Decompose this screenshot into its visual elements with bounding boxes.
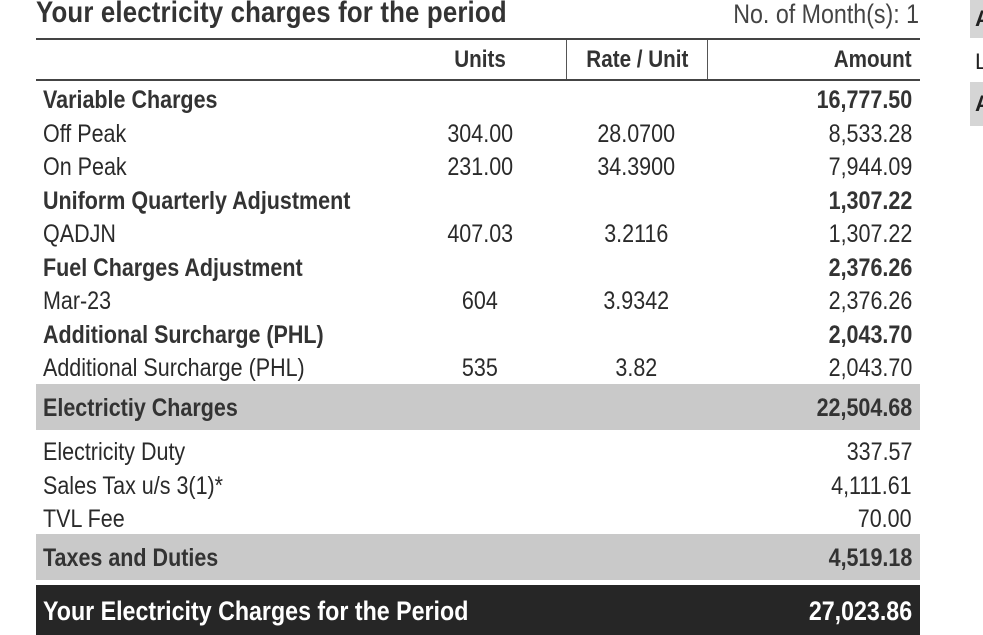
row-uniform-quarterly-adjustment: Uniform Quarterly Adjustment 1,307.22 — [36, 185, 920, 219]
row-qadjn: QADJN 407.03 3.2116 1,307.22 — [36, 218, 920, 252]
row-amount: 1,307.22 — [828, 220, 912, 248]
row-units: 407.03 — [447, 220, 513, 248]
subtotal-amount: 4,519.18 — [828, 544, 912, 572]
row-label: Mar-23 — [43, 287, 112, 315]
row-rate: 3.82 — [615, 354, 657, 382]
row-fuel-charges-adjustment: Fuel Charges Adjustment 2,376.26 — [36, 252, 920, 286]
side-panel-band: A — [970, 82, 983, 126]
row-tvl-fee: TVL Fee 70.00 — [36, 503, 920, 537]
page-title: Your electricity charges for the period — [36, 0, 507, 29]
row-amount: 7,944.09 — [828, 153, 912, 181]
subtotal-label: Taxes and Duties — [43, 544, 219, 572]
row-amount: 70.00 — [858, 505, 912, 533]
total-amount: 27,023.86 — [808, 596, 912, 626]
row-electricity-duty: Electricity Duty 337.57 — [36, 436, 920, 470]
row-rate: 34.3900 — [597, 153, 675, 181]
row-units: 604 — [462, 287, 498, 315]
row-label: Sales Tax u/s 3(1)* — [43, 471, 224, 500]
column-header-units: Units — [454, 46, 506, 73]
row-amount: 337.57 — [846, 438, 912, 466]
taxes-and-duties-subtotal: Taxes and Duties 4,519.18 — [36, 534, 920, 580]
row-label: Electricity Duty — [43, 438, 186, 466]
row-off-peak: Off Peak 304.00 28.0700 8,533.28 — [36, 118, 920, 152]
row-label: Variable Charges — [43, 86, 218, 114]
grand-total-bar: Your Electricity Charges for the Period … — [36, 585, 920, 635]
row-rate: 3.2116 — [603, 220, 669, 248]
row-sales-tax: Sales Tax u/s 3(1)* 4,111.61 — [36, 470, 920, 504]
row-on-peak: On Peak 231.00 34.3900 7,944.09 — [36, 151, 920, 185]
row-rate: 3.9342 — [603, 287, 669, 315]
months-count: No. of Month(s): 1 — [733, 0, 919, 29]
row-amount: 8,533.28 — [828, 119, 912, 148]
row-label: Additional Surcharge (PHL) — [43, 354, 305, 382]
row-additional-surcharge-header: Additional Surcharge (PHL) 2,043.70 — [36, 319, 920, 353]
header-divider — [36, 79, 920, 81]
row-units: 304.00 — [447, 119, 513, 148]
row-label: On Peak — [43, 153, 127, 181]
row-fuel-month: Mar-23 604 3.9342 2,376.26 — [36, 285, 920, 319]
title-divider — [36, 38, 920, 40]
subtotal-amount: 22,504.68 — [816, 394, 912, 422]
row-variable-charges: Variable Charges 16,777.50 — [36, 84, 920, 118]
row-amount: 2,376.26 — [828, 287, 912, 315]
column-header-amount: Amount — [834, 46, 912, 73]
row-units: 231.00 — [447, 153, 513, 181]
electricity-charges-subtotal: Electrictiy Charges 22,504.68 — [36, 384, 920, 430]
row-units: 535 — [462, 354, 498, 382]
column-header-rate: Rate / Unit — [566, 40, 708, 80]
row-additional-surcharge: Additional Surcharge (PHL) 535 3.82 2,04… — [36, 352, 920, 386]
subtotal-label: Electrictiy Charges — [43, 394, 238, 422]
row-label: Off Peak — [43, 119, 127, 148]
side-panel-line: L — [975, 49, 983, 74]
row-amount: 2,043.70 — [828, 320, 912, 349]
row-amount: 16,777.50 — [816, 86, 912, 114]
row-amount: 2,376.26 — [828, 253, 912, 282]
row-label: TVL Fee — [43, 505, 125, 533]
total-label: Your Electricity Charges for the Period — [43, 596, 469, 626]
side-panel-header: A — [970, 0, 983, 38]
row-rate: 28.0700 — [597, 119, 675, 148]
row-amount: 2,043.70 — [828, 354, 912, 382]
row-label: Additional Surcharge (PHL) — [43, 320, 324, 349]
row-label: Uniform Quarterly Adjustment — [43, 186, 351, 215]
row-label: Fuel Charges Adjustment — [43, 253, 303, 282]
row-label: QADJN — [43, 220, 116, 248]
taxes-table: Electricity Duty 337.57 Sales Tax u/s 3(… — [36, 436, 920, 537]
row-amount: 1,307.22 — [828, 186, 912, 215]
charges-table: Variable Charges 16,777.50 Off Peak 304.… — [36, 84, 920, 386]
row-amount: 4,111.61 — [831, 471, 912, 500]
